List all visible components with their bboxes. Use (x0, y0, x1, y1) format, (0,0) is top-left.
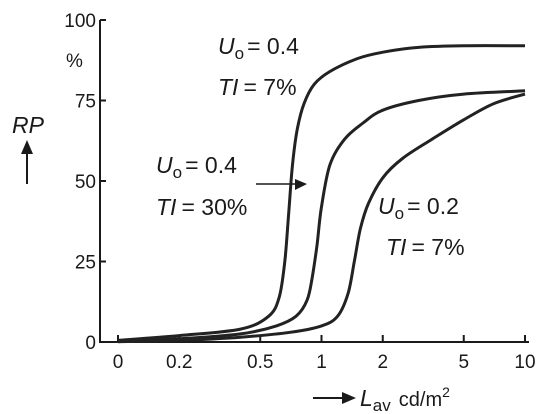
y-tick-label: 50 (75, 172, 96, 193)
x-tick-label: 2 (377, 352, 388, 373)
annotation-series-2-ti: TI = 30% (156, 194, 247, 220)
annotation-series-2-uo: Uo = 0.4 (156, 152, 237, 182)
y-axis-ticks: 0 25 50 75 100 (64, 11, 106, 354)
x-axis-title-main: L (360, 385, 373, 411)
annotation-series-1-uo: Uo = 0.4 (218, 33, 299, 63)
x-axis-arrow (313, 392, 356, 404)
plot-series (117, 44, 526, 344)
x-tick-label: 10 (514, 352, 535, 373)
x-tick-label: 5 (458, 352, 469, 373)
x-axis-ticks: 0 0.2 0.5 1 2 5 10 (113, 335, 536, 373)
series-line-3 (117, 92, 526, 344)
series-line-2 (117, 89, 526, 343)
x-tick-label: 0 (113, 352, 124, 373)
y-tick-label: 25 (75, 253, 96, 274)
annotation-series-1-ti: TI = 7% (218, 74, 297, 100)
x-axis-title-unit-sup: 2 (442, 384, 450, 400)
y-tick-label: 0 (85, 333, 96, 354)
x-axis-title: Lav cd/m2 (360, 384, 450, 414)
x-tick-label: 1 (316, 352, 327, 373)
y-axis-title: RP (12, 112, 45, 138)
annotation-series-3-ti: TI = 7% (386, 234, 465, 260)
y-tick-label: 100 (64, 11, 96, 32)
x-axis-title-sub: av (373, 396, 391, 414)
y-axis-arrow (21, 140, 33, 184)
x-tick-label: 0.5 (247, 352, 273, 373)
annotation-series-3-uo: Uo = 0.2 (378, 193, 459, 223)
y-axis-unit: % (66, 51, 83, 72)
annotation-series-2-pointer (256, 179, 307, 190)
x-axis-title-unit: cd/m (399, 389, 442, 411)
y-tick-label: 75 (75, 92, 96, 113)
x-tick-label: 0.2 (166, 352, 192, 373)
series-line-1 (117, 44, 526, 342)
